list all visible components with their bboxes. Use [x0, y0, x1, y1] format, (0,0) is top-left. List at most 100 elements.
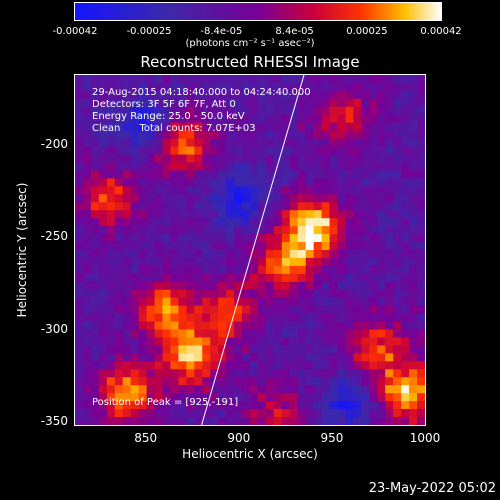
- heatmap-cell: [114, 194, 124, 203]
- heatmap-cell: [130, 82, 140, 92]
- heatmap-cell: [417, 210, 426, 219]
- heatmap-cell: [353, 242, 362, 251]
- heatmap-cell: [210, 385, 219, 394]
- heatmap-cell: [369, 305, 378, 315]
- heatmap-cell: [313, 337, 322, 346]
- heatmap-cell: [297, 353, 307, 362]
- heatmap-cell: [297, 226, 307, 235]
- heatmap-cell: [393, 82, 402, 92]
- heatmap-cell: [162, 257, 171, 267]
- heatmap-cell: [122, 313, 132, 322]
- heatmap-cell: [329, 313, 338, 322]
- heatmap-cell: [393, 313, 402, 322]
- heatmap-cell: [75, 273, 84, 283]
- heatmap-cell: [122, 82, 132, 92]
- heatmap-cell: [305, 313, 315, 322]
- heatmap-cell: [138, 297, 147, 307]
- heatmap-cell: [90, 170, 100, 179]
- heatmap-cell: [353, 202, 362, 211]
- heatmap-cell: [289, 194, 299, 203]
- heatmap-cell: [289, 114, 299, 124]
- heatmap-cell: [257, 417, 267, 426]
- heatmap-cell: [90, 305, 100, 315]
- heatmap-cell: [218, 170, 227, 179]
- heatmap-cell: [114, 138, 124, 147]
- heatmap-cell: [138, 98, 147, 108]
- heatmap-cell: [234, 353, 243, 362]
- heatmap-cell: [178, 194, 187, 203]
- heatmap-cell: [297, 345, 307, 354]
- heatmap-cell: [106, 202, 116, 211]
- heatmap-cell: [265, 409, 275, 418]
- heatmap-cell: [250, 82, 259, 92]
- heatmap-cell: [186, 75, 195, 84]
- heatmap-cell: [329, 409, 338, 418]
- heatmap-cell: [242, 138, 251, 147]
- heatmap-cell: [353, 154, 362, 163]
- heatmap-cell: [75, 202, 84, 211]
- heatmap-cell: [242, 194, 251, 203]
- heatmap-cell: [202, 226, 211, 235]
- heatmap-cell: [417, 242, 426, 251]
- heatmap-cell: [289, 361, 299, 370]
- heatmap-cell: [234, 281, 243, 291]
- heatmap-cell: [273, 321, 283, 330]
- heatmap-cell: [194, 257, 203, 267]
- heatmap-cell: [106, 401, 116, 410]
- heatmap-cell: [106, 138, 116, 147]
- heatmap-cell: [401, 329, 410, 338]
- heatmap-cell: [106, 297, 116, 307]
- heatmap-cell: [313, 122, 322, 132]
- heatmap-cell: [130, 417, 140, 426]
- heatmap-cell: [194, 146, 203, 155]
- heatmap-cell: [234, 170, 243, 179]
- heatmap-cell: [385, 321, 394, 330]
- heatmap-cell: [393, 257, 402, 267]
- heatmap-cell: [218, 289, 227, 299]
- heatmap-cell: [178, 218, 187, 227]
- heatmap-cell: [297, 98, 307, 108]
- heatmap-cell: [345, 154, 354, 163]
- heatmap-cell: [417, 250, 426, 259]
- heatmap-cell: [218, 178, 227, 187]
- heatmap-cell: [385, 377, 394, 386]
- heatmap-cell: [122, 178, 132, 187]
- heatmap-cell: [257, 273, 267, 283]
- heatmap-cell: [289, 226, 299, 235]
- heatmap-cell: [146, 186, 155, 195]
- heatmap-cell: [162, 305, 171, 315]
- heatmap-cell: [170, 178, 179, 187]
- heatmap-cell: [377, 337, 386, 346]
- heatmap-cell: [75, 114, 84, 124]
- heatmap-cell: [226, 162, 235, 171]
- heatmap-cell: [393, 273, 402, 283]
- heatmap-cell: [289, 250, 299, 259]
- heatmap-cell: [82, 273, 92, 283]
- heatmap-cell: [361, 202, 370, 211]
- heatmap-cell: [75, 313, 84, 322]
- heatmap-cell: [178, 289, 187, 299]
- heatmap-cell: [130, 297, 140, 307]
- heatmap-cell: [98, 401, 108, 410]
- heatmap-cell: [250, 265, 259, 275]
- heatmap-cell: [417, 377, 426, 386]
- heatmap-cell: [138, 242, 147, 251]
- heatmap-cell: [202, 313, 211, 322]
- heatmap-cell: [385, 146, 394, 155]
- heatmap-cell: [273, 138, 283, 147]
- heatmap-cell: [138, 226, 147, 235]
- heatmap-cell: [218, 265, 227, 275]
- heatmap-cell: [146, 361, 155, 370]
- heatmap-cell: [337, 82, 346, 92]
- heatmap-cell: [393, 234, 402, 243]
- heatmap-cell: [273, 345, 283, 354]
- heatmap-cell: [82, 242, 92, 251]
- heatmap-cell: [234, 242, 243, 251]
- heatmap-cell: [114, 361, 124, 370]
- heatmap-cell: [186, 170, 195, 179]
- heatmap-cell: [202, 170, 211, 179]
- heatmap-cell: [281, 106, 291, 116]
- heatmap-cell: [82, 353, 92, 362]
- heatmap-cell: [210, 401, 219, 410]
- heatmap-cell: [178, 170, 187, 179]
